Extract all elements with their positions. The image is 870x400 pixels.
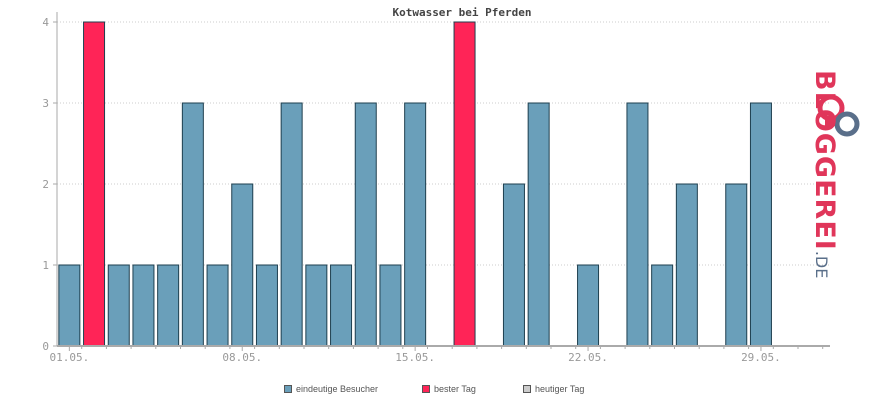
legend-label-best-day: bester Tag — [434, 384, 476, 394]
bar — [206, 264, 229, 347]
bloggerei-logo-text: BLOGGEREI.DE — [809, 70, 840, 278]
x-tick-label: 29.05. — [741, 351, 781, 364]
legend: eindeutige Besucher bester Tag heutiger … — [0, 384, 870, 398]
y-tick-labels: 0 1 2 3 4 — [42, 16, 49, 353]
bar — [132, 264, 155, 347]
x-tick-label: 15.05. — [395, 351, 435, 364]
legend-swatch-best-day — [422, 385, 430, 393]
bar — [577, 264, 600, 347]
bar — [330, 264, 353, 347]
legend-item-visitors: eindeutige Besucher — [284, 384, 378, 394]
legend-swatch-today — [523, 385, 531, 393]
legend-label-visitors: eindeutige Besucher — [296, 384, 379, 394]
y-tick-label: 1 — [42, 259, 49, 272]
bar — [157, 264, 180, 347]
bar — [107, 264, 130, 347]
chart-title: Kotwasser bei Pferden — [392, 6, 531, 19]
bar — [651, 264, 674, 347]
x-tick-label: 08.05. — [222, 351, 262, 364]
bar — [675, 183, 698, 347]
bar — [231, 183, 254, 347]
bar — [181, 102, 204, 347]
y-tick-label: 2 — [42, 178, 49, 191]
x-tick-labels: 01.05. 08.05. 15.05. 22.05. 29.05. — [49, 351, 780, 364]
legend-item-best-day: bester Tag — [422, 384, 476, 394]
y-tick-label: 3 — [42, 97, 49, 110]
y-tick-label: 4 — [42, 16, 49, 29]
bar — [354, 102, 377, 347]
bar — [404, 102, 427, 347]
bars — [58, 21, 772, 347]
bar — [305, 264, 328, 347]
bar — [502, 183, 525, 347]
y-tick-label: 0 — [42, 340, 49, 353]
bar — [280, 102, 303, 347]
bar — [725, 183, 748, 347]
bar — [255, 264, 278, 347]
axes — [53, 12, 830, 351]
bar-best-day — [453, 21, 476, 347]
x-tick-label: 01.05. — [49, 351, 89, 364]
legend-swatch-visitors — [284, 385, 292, 393]
logo-name: BLOGGEREI — [809, 70, 840, 251]
grid-lines — [57, 21, 830, 266]
bar — [58, 264, 81, 347]
bar-best-day — [83, 21, 106, 347]
logo-tld: .DE — [812, 250, 831, 279]
bar — [527, 102, 550, 347]
bloggerei-logo-icon — [817, 94, 860, 137]
x-tick-label: 22.05. — [568, 351, 608, 364]
bar — [749, 102, 772, 347]
legend-item-today: heutiger Tag — [523, 384, 584, 394]
bar — [626, 102, 649, 347]
legend-label-today: heutiger Tag — [535, 384, 585, 394]
bar — [379, 264, 402, 347]
